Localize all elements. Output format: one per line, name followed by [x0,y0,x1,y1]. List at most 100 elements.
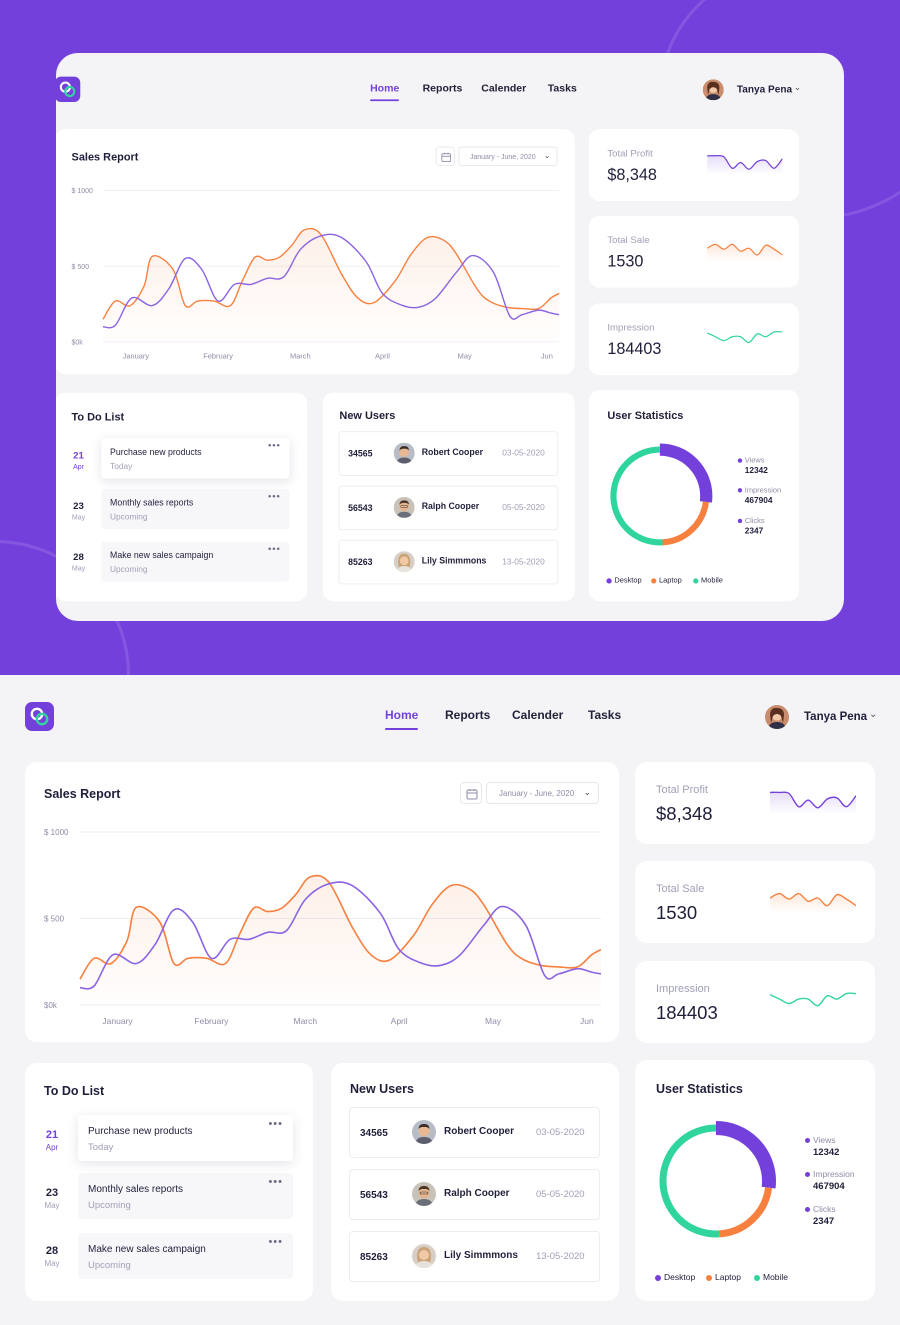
todo-day: 23 [45,1187,59,1199]
user-name: Ralph Cooper [421,502,480,512]
dashboard: Home Reports Calender Tasks Tanya Pena ⌄… [0,675,900,1325]
user-statistics-panel: User Statistics Views 12342 Impression 4… [588,390,800,602]
todo-item: 21 Apr Purchase new products Today ••• [25,1115,313,1163]
todo-card[interactable]: Purchase new products Today ••• [101,438,290,479]
user-date: 13-05-2020 [536,1251,585,1262]
nav-calender[interactable]: Calender [481,81,527,95]
user-statistics-panel: User Statistics Views 12342 Impression 4… [635,1060,875,1301]
y-tick-label: $ 500 [72,264,90,271]
date-range-value: January - June, 2020 [469,152,536,161]
new-users-title: New Users [350,1082,414,1096]
todo-day: 23 [73,501,84,512]
todo-title: To Do List [71,411,125,424]
stat-value: $8,348 [656,803,713,824]
user-row[interactable]: 56543 Ralph Cooper 05-05-2020 [349,1169,600,1220]
legend-dot [737,518,743,524]
series-line-purple [102,233,560,329]
app-logo[interactable] [25,702,54,731]
todo-title: To Do List [44,1084,105,1098]
user-id: 56543 [360,1190,388,1201]
todo-month: Apr [73,462,84,471]
date-range-select[interactable]: January - June, 2020 ⌄ [486,782,599,804]
nav-reports[interactable]: Reports [422,81,463,95]
todo-item-status: Upcoming [110,512,148,523]
nav-home[interactable]: Home [370,81,400,102]
more-icon[interactable]: ••• [268,440,281,452]
nav-tasks[interactable]: Tasks [547,81,577,95]
more-icon[interactable]: ••• [268,1236,283,1248]
user-row[interactable]: 56543 Ralph Cooper 05-05-2020 [338,485,559,531]
sparkline-path [707,154,783,170]
calendar-button[interactable] [435,146,455,166]
legend-value: 2347 [744,526,764,537]
legend-label: Mobile [763,1272,789,1282]
series-area [103,228,560,342]
user-date: 03-05-2020 [502,448,545,459]
date-range-select[interactable]: January - June, 2020 ⌄ [458,146,558,166]
stat-label: Total Profit [656,784,708,796]
user-id: 85263 [360,1252,388,1263]
todo-month: May [71,564,86,573]
legend-label: Clicks [744,516,765,525]
legend-label: Laptop [715,1272,741,1282]
nav-home[interactable]: Home [385,708,419,730]
x-tick-label: February [194,1016,229,1026]
user-row[interactable]: 85263 Lily Simmmons 13-05-2020 [338,539,559,585]
stat-card-impression: Impression 184403 [588,303,800,376]
todo-card[interactable]: Make new sales campaign Upcoming ••• [78,1233,293,1279]
todo-panel: To Do List 21 Apr Purchase new products … [56,392,308,602]
todo-month: May [44,1201,60,1210]
more-icon[interactable]: ••• [268,491,281,503]
legend-dot [737,458,743,463]
legend-label: Clicks [813,1204,836,1214]
user-row[interactable]: 34565 Robert Cooper 03-05-2020 [349,1107,600,1158]
todo-item: 23 May Monthly sales reports Upcoming ••… [25,1173,313,1221]
user-date: 05-05-2020 [536,1189,585,1200]
avatar [393,442,415,464]
y-tick-label: $ 500 [44,915,65,924]
todo-item-title: Make new sales campaign [110,551,214,561]
todo-card[interactable]: Purchase new products Today ••• [78,1115,293,1161]
user-name: Robert Cooper [421,447,484,458]
user-date: 03-05-2020 [536,1127,585,1138]
more-icon[interactable]: ••• [268,1118,283,1130]
user-row[interactable]: 34565 Robert Cooper 03-05-2020 [338,431,559,476]
sparkline-total-sale [707,243,783,262]
x-tick-label: May [458,352,472,361]
chevron-down-icon: ⌄ [583,787,591,797]
todo-card[interactable]: Make new sales campaign Upcoming ••• [101,541,290,582]
user-statistics-title: User Statistics [607,409,684,422]
todo-item: 23 May Monthly sales reports Upcoming ••… [56,488,307,531]
more-icon[interactable]: ••• [268,544,281,555]
sales-report-panel: Sales Report January - June, 2020 ⌄ $ 10… [56,129,575,375]
nav-calender[interactable]: Calender [512,708,564,722]
stat-card-total-sale: Total Sale 1530 [635,861,875,943]
legend-dot [606,578,612,584]
stat-label: Total Sale [607,235,650,246]
todo-item-title: Purchase new products [110,447,202,458]
todo-card[interactable]: Monthly sales reports Upcoming ••• [101,488,290,530]
legend-dot [805,1207,810,1212]
user-statistics-donut [607,443,713,549]
todo-item-status: Upcoming [110,565,148,575]
more-icon[interactable]: ••• [268,1176,283,1188]
x-tick-label: February [203,352,233,361]
legend-dot [805,1172,810,1177]
preview-banner: Home Reports Calender Tasks Tanya Pena ⌄… [0,0,900,675]
legend-dot [693,578,699,584]
sparkline-total-profit [707,154,783,175]
app-logo[interactable] [56,76,81,103]
nav-tasks[interactable]: Tasks [588,708,622,722]
stat-label: Impression [656,983,710,995]
calendar-button[interactable] [460,782,482,804]
stat-card-total-profit: Total Profit $8,348 [635,762,875,844]
avatar [412,1120,436,1144]
todo-day: 28 [73,552,84,563]
stat-card-total-profit: Total Profit $8,348 [588,129,800,201]
sales-chart: $ 1000 $ 500 $0k January February March April M… [72,188,560,361]
sales-report-title: Sales Report [44,787,121,801]
legend-label: Impression [744,485,782,495]
user-row[interactable]: 85263 Lily Simmmons 13-05-2020 [349,1231,600,1282]
todo-card[interactable]: Monthly sales reports Upcoming ••• [78,1173,293,1219]
nav-reports[interactable]: Reports [445,708,491,722]
